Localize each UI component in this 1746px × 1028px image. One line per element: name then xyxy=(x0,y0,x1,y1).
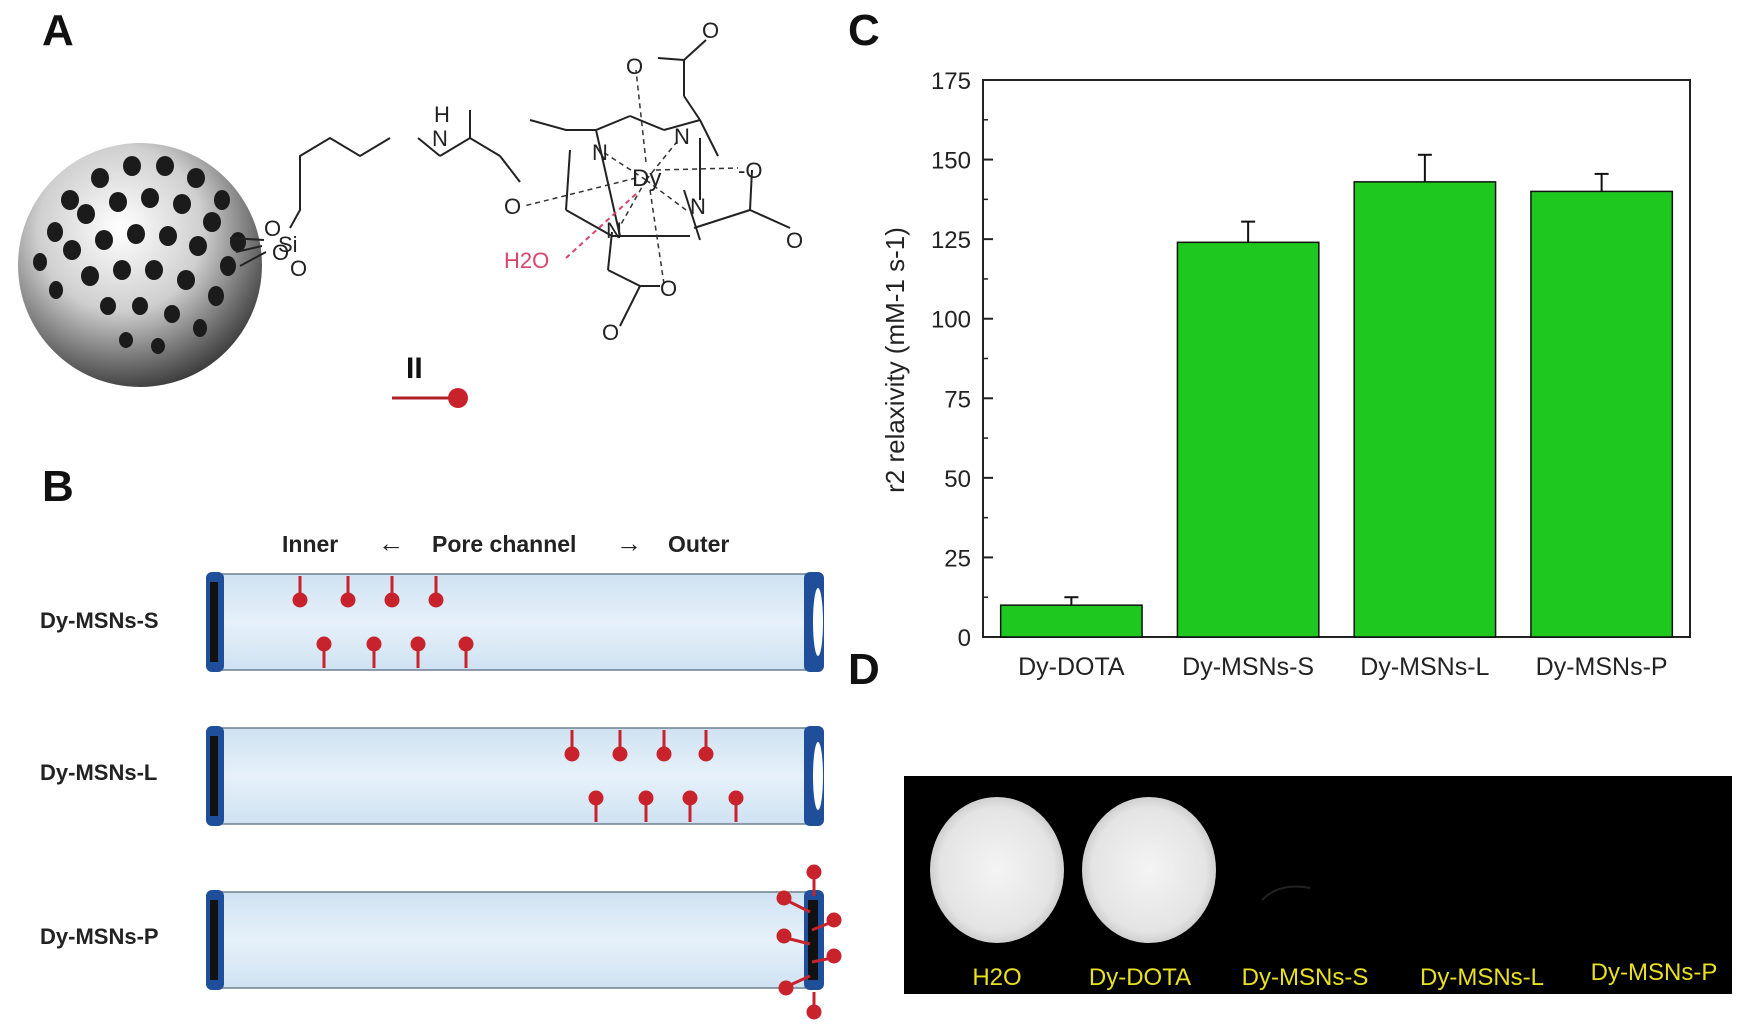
y-tick-label: 50 xyxy=(944,466,971,493)
y-tick-label: 175 xyxy=(931,68,971,95)
bar-dy-msns-p xyxy=(1530,190,1674,638)
y-axis: 0 25 50 75 100 125 150 175 xyxy=(931,68,993,652)
mri-label-dy-msns-l: Dy-MSNs-L xyxy=(1420,964,1544,991)
y-tick-label: 100 xyxy=(931,307,971,334)
atom-n-1: N xyxy=(592,140,608,165)
panel-a-letter: A xyxy=(42,6,74,55)
header-inner: Inner xyxy=(282,531,338,557)
panel-d-letter: D xyxy=(848,645,880,694)
mesoporous-sphere-illustration xyxy=(18,143,262,387)
mri-label-dy-dota: Dy-DOTA xyxy=(1089,964,1191,991)
atom-carbonyl-o: O xyxy=(504,194,521,219)
x-tick-label: Dy-MSNs-L xyxy=(1360,653,1489,681)
atom-water: H2O xyxy=(504,248,549,273)
atom-o-ring-1: O xyxy=(626,54,643,79)
atom-nh-n: N xyxy=(432,126,448,151)
pore-tube-l xyxy=(206,726,824,826)
y-axis-label: r2 relaxivity (mM-1 s-1) xyxy=(880,227,910,493)
panel-b-letter: B xyxy=(42,462,74,511)
atom-o-top: O xyxy=(702,18,719,43)
atom-o-1: O xyxy=(264,216,281,241)
y-tick-label: 150 xyxy=(931,148,971,175)
bar-dy-msns-s xyxy=(1176,241,1320,638)
x-tick-label: Dy-DOTA xyxy=(1018,653,1125,681)
atom-o-3: O xyxy=(290,256,307,281)
y-tick-label: 25 xyxy=(944,545,971,572)
atom-n-4: N xyxy=(606,218,622,243)
mri-spot-h2o xyxy=(930,797,1064,943)
coordination-bonds xyxy=(523,69,739,285)
x-tick-labels: Dy-DOTA Dy-MSNs-S Dy-MSNs-L Dy-MSNs-P xyxy=(1018,653,1667,681)
atom-si: Si xyxy=(278,232,298,257)
panel-d: H2O Dy-DOTA Dy-MSNs-S Dy-MSNs-L Dy-MSNs-… xyxy=(904,776,1732,994)
atom-nh-h: H xyxy=(434,102,450,127)
atom-n-2: N xyxy=(674,124,690,149)
bar-dy-dota xyxy=(999,604,1143,638)
atom-o-2: O xyxy=(272,240,289,265)
header-pore-channel: Pore channel xyxy=(432,531,576,557)
atom-anion-o: -O xyxy=(738,158,762,183)
row-label-s: Dy-MSNs-S xyxy=(40,608,159,633)
atom-o-ring-2: O xyxy=(660,276,677,301)
mri-spot-faint-s xyxy=(1261,885,1311,901)
atom-o-bottom: O xyxy=(602,320,619,345)
legend-symbol-label: II xyxy=(406,352,423,385)
atom-o-right: O xyxy=(786,228,803,253)
mri-label-dy-msns-s: Dy-MSNs-S xyxy=(1242,964,1369,991)
pore-tube-p xyxy=(206,890,824,990)
water-coordination-bond xyxy=(565,193,637,259)
mri-label-h2o: H2O xyxy=(972,964,1021,991)
relaxivity-bar-chart: 0 25 50 75 100 125 150 175 Dy-DOTA Dy-MSNs-S Dy-M… xyxy=(880,68,1691,681)
y-tick-label: 75 xyxy=(944,386,971,413)
y-tick-label: 0 xyxy=(958,625,971,652)
pins-s xyxy=(292,576,474,668)
atom-n-3: N xyxy=(690,194,706,219)
row-label-p: Dy-MSNs-P xyxy=(40,924,159,949)
pins-l xyxy=(564,730,744,822)
pins-p xyxy=(776,864,842,1020)
linker-bonds xyxy=(229,39,791,327)
pore-tube-s xyxy=(206,572,824,672)
panel-c-letter: C xyxy=(848,6,880,55)
header-arrow-left: ← xyxy=(378,528,404,558)
x-tick-label: Dy-MSNs-P xyxy=(1536,653,1668,681)
mri-spot-dy-dota xyxy=(1082,797,1216,943)
row-label-l: Dy-MSNs-L xyxy=(40,760,157,785)
y-tick-label: 125 xyxy=(931,227,971,254)
legend-dy-marker xyxy=(448,388,468,408)
bar-dy-msns-l xyxy=(1353,181,1497,638)
bars xyxy=(999,153,1674,638)
x-tick-label: Dy-MSNs-S xyxy=(1182,653,1314,681)
atom-dy: Dy xyxy=(632,165,661,192)
panel-b: Inner ← Pore channel → Outer Dy-MSNs-S D… xyxy=(40,528,842,1020)
header-arrow-right: → xyxy=(616,528,642,558)
header-outer: Outer xyxy=(668,531,729,557)
mri-label-dy-msns-p: Dy-MSNs-P xyxy=(1591,959,1718,986)
panel-a: O Si O O H N O N N Dy N N O O -O O O O H… xyxy=(18,18,803,408)
